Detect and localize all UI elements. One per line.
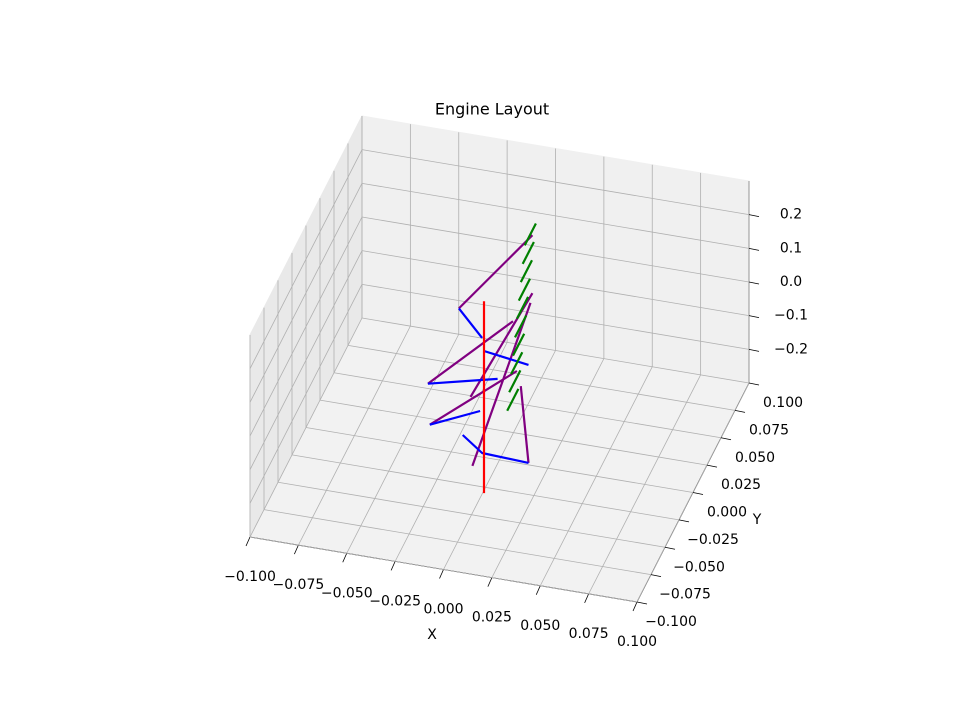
y-tick	[734, 409, 746, 413]
x-tick	[439, 569, 444, 579]
x-tick	[245, 536, 251, 547]
x-tick-label: −0.050	[321, 585, 373, 601]
grid-line	[263, 509, 652, 576]
y-tick-label: 0.100	[763, 395, 803, 411]
grid-line	[361, 182, 750, 249]
x-tick	[294, 544, 299, 555]
grid-line	[361, 216, 750, 283]
line-series	[427, 234, 534, 467]
y-tick-label: 0.025	[721, 477, 761, 493]
x-tick	[584, 593, 589, 604]
grid-line	[249, 250, 363, 470]
grid-line	[347, 344, 736, 411]
grid-line	[361, 149, 750, 216]
y-axis-label: Y	[752, 512, 762, 528]
x-tick	[535, 585, 541, 595]
x-tick-label: −0.075	[272, 577, 324, 593]
x-tick	[632, 601, 638, 612]
y-tick-label: 0.075	[749, 422, 789, 438]
y-tick-label: −0.100	[645, 614, 697, 630]
line-series	[427, 307, 529, 464]
x-tick-label: 0.025	[472, 610, 512, 626]
y-tick	[664, 546, 676, 550]
y-tick-label: −0.050	[673, 559, 725, 575]
grid-line	[249, 536, 638, 603]
labels: −0.100−0.075−0.050−0.0250.0000.0250.0500…	[224, 207, 808, 650]
line-series	[506, 222, 537, 412]
grid-line	[361, 283, 750, 350]
grid-line	[249, 284, 363, 504]
z-tick-label: −0.2	[774, 341, 808, 357]
y-tick-label: −0.075	[659, 587, 711, 603]
grid-line	[277, 481, 666, 548]
y-tick	[650, 574, 662, 578]
grid-line	[305, 427, 694, 493]
z-tick	[748, 315, 760, 319]
grid-line	[249, 216, 363, 437]
z-tick-label: 0.1	[780, 240, 802, 256]
x-tick-label: 0.075	[569, 626, 609, 642]
lines	[427, 222, 537, 494]
z-tick	[748, 214, 760, 218]
grid-line	[249, 183, 363, 403]
grid-line	[361, 317, 750, 384]
z-tick-label: 0.0	[780, 274, 802, 290]
grid-line	[291, 454, 680, 521]
y-tick	[678, 519, 690, 523]
y-tick	[706, 464, 718, 468]
y-tick-label: −0.025	[687, 532, 739, 548]
chart-title: Engine Layout	[435, 100, 549, 119]
x-tick-label: 0.050	[520, 618, 560, 634]
x-axis-label: X	[427, 627, 437, 643]
grid-line	[249, 149, 363, 369]
grid-line	[333, 372, 722, 439]
x-tick-label: 0.100	[617, 634, 657, 650]
x-tick-label: −0.100	[224, 569, 276, 585]
y-tick	[748, 382, 760, 386]
x-tick-label: −0.025	[369, 593, 421, 609]
y-tick-label: 0.050	[735, 450, 775, 466]
y-tick	[692, 492, 704, 495]
x-tick	[342, 553, 348, 563]
x-tick-label: 0.000	[423, 602, 463, 618]
x-tick	[390, 561, 396, 571]
z-tick	[748, 348, 760, 352]
z-tick-label: −0.1	[774, 308, 808, 324]
x-tick	[487, 577, 493, 587]
y-tick	[720, 437, 732, 441]
z-tick-label: 0.2	[780, 207, 802, 223]
z-tick	[748, 281, 760, 285]
grid-line	[361, 250, 750, 317]
grid	[245, 116, 760, 612]
y-tick-label: 0.000	[707, 505, 747, 521]
z-tick	[748, 247, 760, 251]
grid-line	[319, 399, 708, 466]
y-tick	[636, 601, 648, 605]
